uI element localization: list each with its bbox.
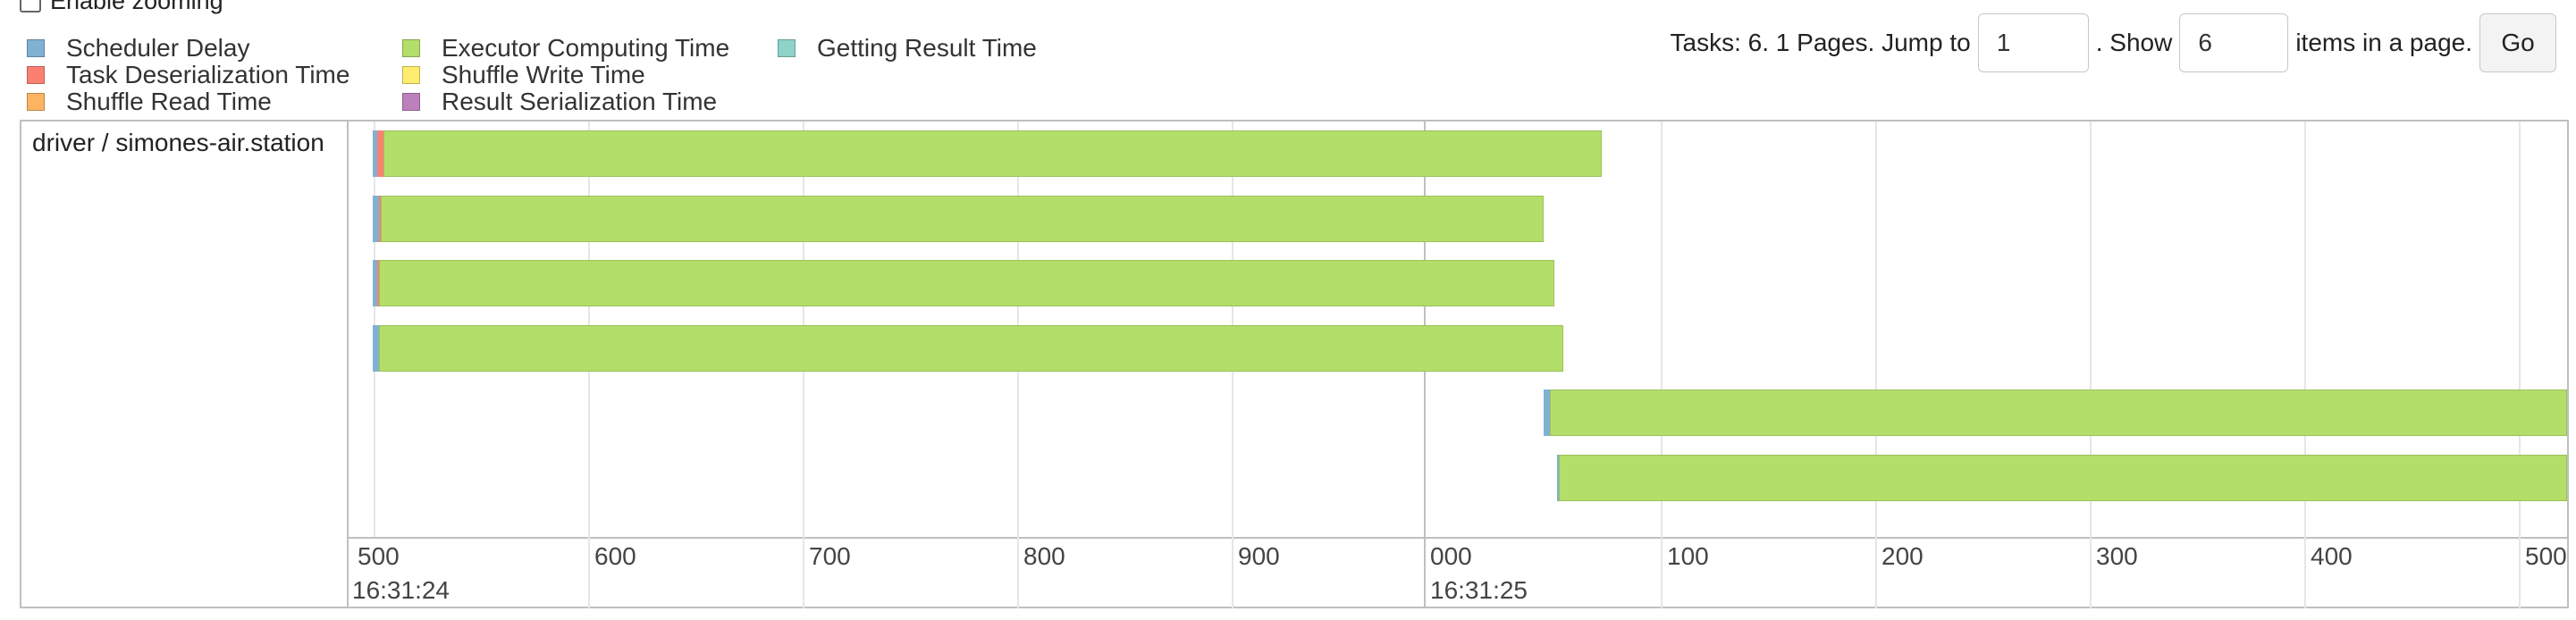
axis-tick-label: 400 [2311, 542, 2353, 570]
task-bar-scheduler[interactable] [372, 260, 377, 306]
axis-tick-label: 200 [1881, 542, 1924, 570]
gridline [1875, 537, 1877, 608]
checkbox-icon[interactable] [20, 0, 41, 13]
legend-label: Executor Computing Time [442, 34, 730, 62]
legend-swatch [27, 39, 45, 57]
legend-label: Task Deserialization Time [66, 61, 350, 88]
legend-item-result-serialization: Result Serialization Time [402, 88, 717, 116]
gridline [1661, 537, 1663, 608]
major-gridline [1424, 537, 1426, 608]
legend-item-shuffle-write: Shuffle Write Time [402, 61, 645, 89]
major-gridline [347, 121, 349, 537]
task-bar-scheduler[interactable] [372, 195, 379, 242]
page-size-input[interactable] [2179, 13, 2289, 72]
jump-to-page-input[interactable] [1977, 13, 2089, 72]
gridline [2519, 537, 2521, 608]
time-axis: 500 600 700 800 900 000 100 200 300 400 … [347, 537, 2569, 608]
task-bar-scheduler[interactable] [1556, 454, 1559, 501]
gridline [803, 537, 804, 608]
show-label: . Show [2095, 29, 2173, 56]
legend-label: Shuffle Write Time [442, 61, 645, 88]
legend-swatch [27, 66, 45, 84]
legend-item-shuffle-read: Shuffle Read Time [27, 88, 272, 116]
legend-item-executor-computing: Executor Computing Time [402, 34, 729, 63]
legend-label: Getting Result Time [817, 34, 1037, 62]
gridline [588, 537, 590, 608]
axis-tick-label: 500 [358, 542, 400, 570]
axis-tick-label: 500 [2525, 542, 2567, 570]
legend-label: Result Serialization Time [442, 88, 718, 115]
legend-swatch [402, 66, 420, 84]
gridline [1017, 537, 1019, 608]
task-bar-exec[interactable] [383, 130, 1602, 177]
gridline [1232, 537, 1233, 608]
enable-zooming-toggle[interactable]: Enable zooming [20, 0, 223, 15]
axis-tick-label: 900 [1238, 542, 1280, 570]
gridline [2090, 537, 2092, 608]
gridline [2304, 537, 2306, 608]
axis-tick-label: 600 [594, 542, 636, 570]
task-bar-scheduler[interactable] [1544, 390, 1551, 436]
pagination-controls: Tasks: 6. 1 Pages. Jump to . Show items … [1670, 13, 2556, 72]
timeline-plot-area[interactable] [347, 121, 2569, 537]
legend-item-scheduler-delay: Scheduler Delay [27, 34, 249, 63]
gridline [2519, 121, 2521, 537]
legend-swatch [778, 39, 796, 57]
axis-tick-label: 300 [2096, 542, 2138, 570]
legend-item-getting-result: Getting Result Time [778, 34, 1037, 63]
enable-zooming-label: Enable zooming [50, 0, 223, 14]
task-bar-exec[interactable] [379, 324, 1563, 372]
task-bar-exec[interactable] [1550, 390, 2567, 436]
legend-swatch [402, 93, 420, 111]
axis-line [347, 537, 2569, 539]
legend-label: Scheduler Delay [66, 34, 250, 62]
legend-item-task-deserialization: Task Deserialization Time [27, 61, 349, 89]
task-bar-deser[interactable] [376, 260, 379, 306]
gridline [1875, 121, 1877, 537]
axis-major-label: 16:31:25 [1430, 576, 1528, 604]
major-gridline [347, 537, 349, 608]
axis-tick-label: 700 [809, 542, 851, 570]
items-per-page-label: items in a page. [2295, 29, 2472, 56]
gridline [2304, 121, 2306, 537]
legend-label: Shuffle Read Time [66, 88, 272, 115]
go-button[interactable]: Go [2479, 13, 2556, 72]
axis-tick-label: 100 [1667, 542, 1709, 570]
task-bar-scheduler[interactable] [372, 130, 377, 177]
tasks-summary: Tasks: 6. 1 Pages. Jump to [1670, 29, 1971, 56]
task-bar-deser[interactable] [376, 130, 383, 177]
axis-tick-label: 000 [1430, 542, 1472, 570]
gridline [1661, 121, 1663, 537]
axis-tick-label: 800 [1023, 542, 1065, 570]
task-bar-exec[interactable] [381, 195, 1545, 242]
legend-swatch [402, 39, 420, 57]
task-timeline[interactable]: driver / simones-air.station 500 600 700… [20, 120, 2569, 608]
gridline [2090, 121, 2092, 537]
task-bar-scheduler[interactable] [372, 324, 379, 372]
task-bar-exec[interactable] [379, 260, 1555, 306]
legend-swatch [27, 93, 45, 111]
task-bar-deser[interactable] [379, 195, 382, 242]
axis-major-label: 16:31:24 [352, 576, 450, 604]
task-bar-exec[interactable] [1559, 454, 2567, 501]
executor-group-label: driver / simones-air.station [32, 129, 324, 156]
